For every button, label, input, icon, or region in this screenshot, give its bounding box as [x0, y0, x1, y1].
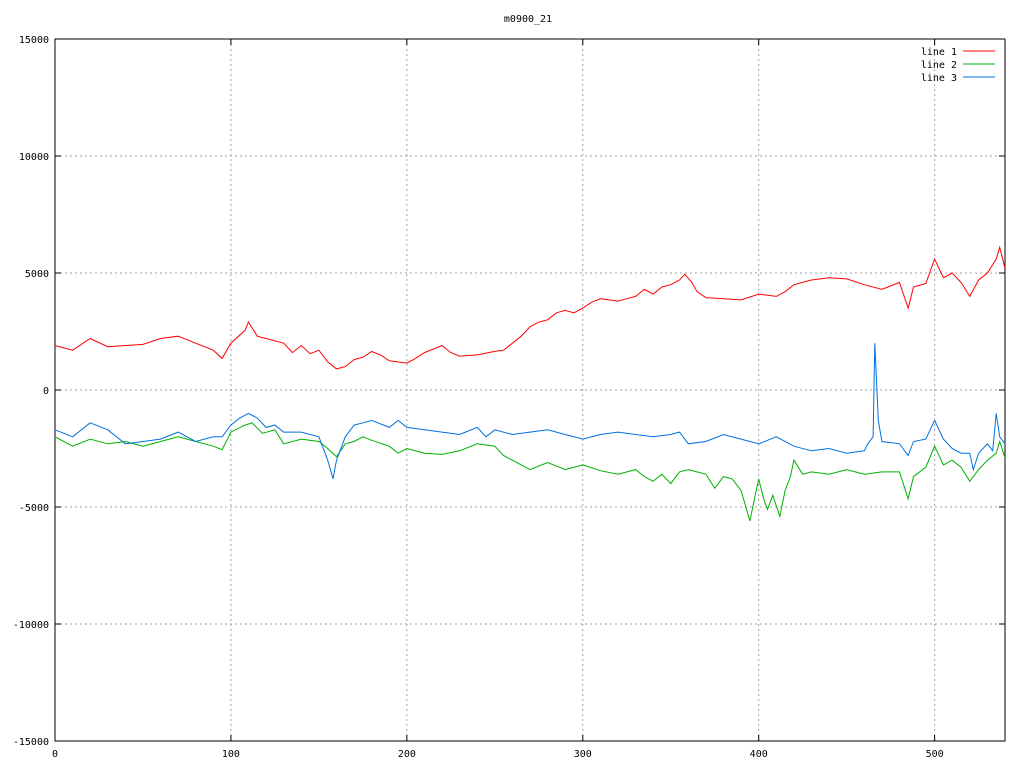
data-series — [54, 245, 1006, 522]
series-line-1 — [54, 245, 1006, 370]
legend-label: line 2 — [921, 60, 957, 71]
legend-label: line 3 — [921, 73, 957, 84]
x-tick-label: 300 — [574, 749, 592, 760]
y-tick-label: -15000 — [13, 737, 49, 748]
y-tick-label: 10000 — [19, 152, 49, 163]
x-tick-label: 200 — [398, 749, 416, 760]
series-line-2 — [54, 422, 1006, 522]
axis-ticks: -15000 -10000 -5000 0 5000 10000 15000 0 100 200 3… — [13, 35, 1005, 760]
x-tick-label: 500 — [926, 749, 944, 760]
x-tick-label: 100 — [222, 749, 240, 760]
y-tick-label: 0 — [43, 386, 49, 397]
y-tick-label: 5000 — [25, 269, 49, 280]
legend: line 1 line 2 line 3 — [921, 47, 995, 84]
y-tick-label: -5000 — [19, 503, 49, 514]
x-tick-label: 0 — [52, 749, 58, 760]
y-tick-label: -10000 — [13, 620, 49, 631]
chart-title: m0900_21 — [504, 14, 552, 25]
grid-lines — [55, 39, 1005, 741]
series-line-3 — [54, 343, 1006, 480]
x-tick-label: 400 — [750, 749, 768, 760]
legend-label: line 1 — [921, 47, 957, 58]
y-tick-label: 15000 — [19, 35, 49, 46]
